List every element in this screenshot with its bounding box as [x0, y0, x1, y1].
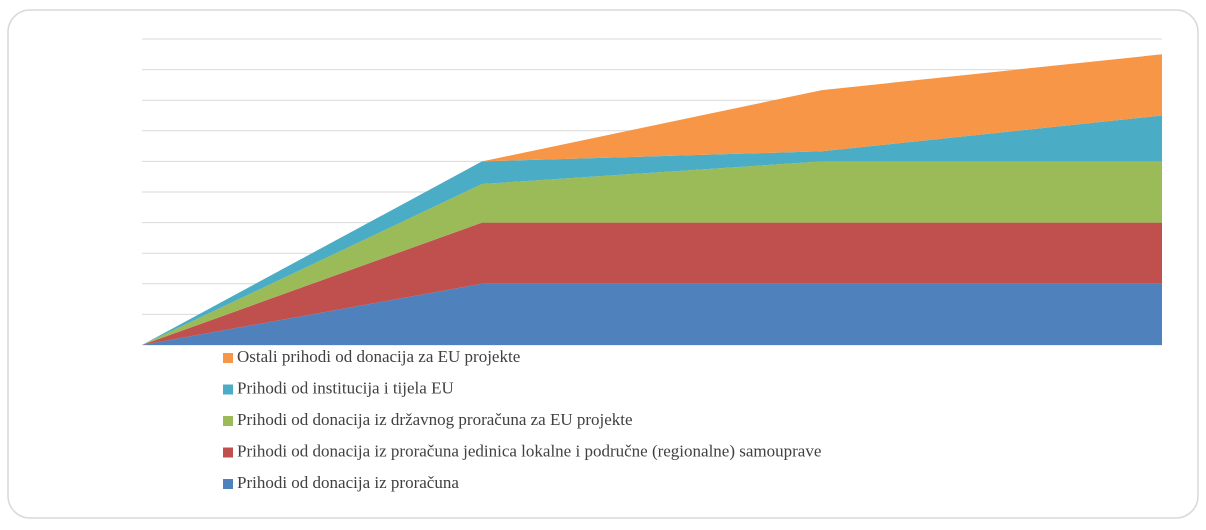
legend-swatch [223, 447, 233, 458]
area [142, 222, 1162, 345]
area [142, 54, 1162, 346]
legend-swatch [223, 479, 233, 489]
area [142, 161, 1162, 345]
legend-swatch [223, 353, 233, 363]
legend-swatch [223, 416, 233, 426]
legend-swatch [223, 384, 233, 395]
area [142, 283, 1162, 345]
legend-label: Prihodi od donacija iz državnog proračun… [237, 410, 633, 429]
area [142, 115, 1162, 345]
legend-label: Prihodi od institucija i tijela EU [237, 378, 454, 397]
legend-label: Prihodi od donacija iz proračuna [237, 473, 459, 492]
legend-label: Ostali prihodi od donacija za EU projekt… [237, 347, 520, 366]
legend-label: Prihodi od donacija iz proračuna jedinic… [237, 441, 821, 460]
